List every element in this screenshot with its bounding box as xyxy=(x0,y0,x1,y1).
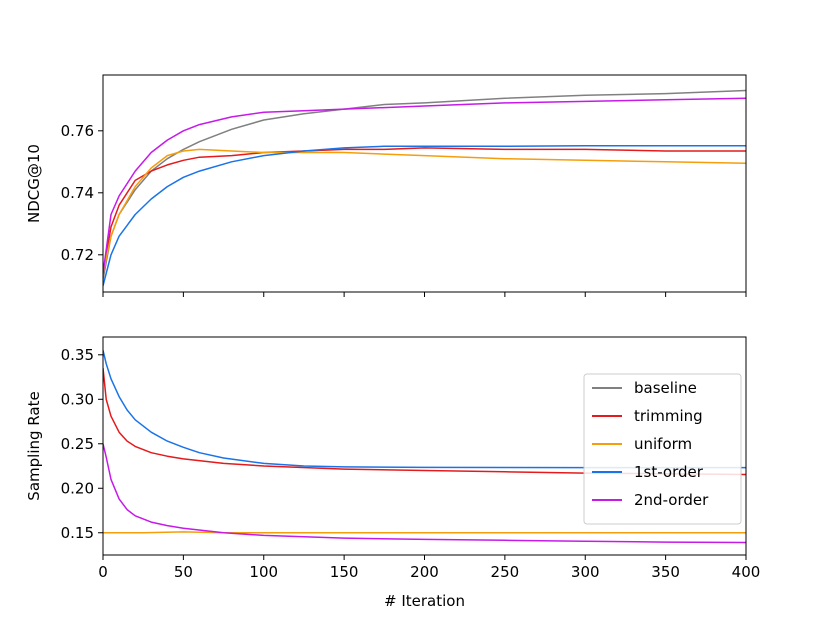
legend-label-trimming: trimming xyxy=(634,407,703,425)
legend-label-uniform: uniform xyxy=(634,435,692,453)
series-line-1st-order xyxy=(103,144,746,286)
y-tick-label: 0.30 xyxy=(61,390,94,408)
axes-frame xyxy=(102,74,747,293)
x-tick-label: 50 xyxy=(174,563,193,581)
y-axis-label: NDCG@10 xyxy=(25,144,43,223)
legend-label-1st-order: 1st-order xyxy=(634,463,704,481)
x-tick-label: 400 xyxy=(732,563,761,581)
series-line-trimming xyxy=(103,147,746,274)
y-tick-label: 0.25 xyxy=(61,435,94,453)
x-tick-label: 150 xyxy=(330,563,359,581)
y-tick-label: 0.74 xyxy=(61,184,94,202)
x-tick-label: 100 xyxy=(249,563,278,581)
x-tick-label: 350 xyxy=(651,563,680,581)
sampling-rate-panel: 0 50 100 150 200 250 300 350 400 0.15 0.20 0.25 0.30… xyxy=(25,336,761,610)
series-lines xyxy=(103,89,746,286)
x-tick-label: 300 xyxy=(571,563,600,581)
series-line-trimming xyxy=(103,368,746,476)
x-tick-label: 250 xyxy=(491,563,520,581)
legend-frame xyxy=(583,373,742,525)
series-line-uniform xyxy=(103,148,746,274)
ndcg-panel: 0.72 0.74 0.76 NDCG@10 xyxy=(25,74,747,297)
series-line-baseline xyxy=(103,89,746,280)
series-line-uniform xyxy=(103,531,746,534)
y-tick-label: 0.76 xyxy=(61,122,94,140)
series-line-1st-order xyxy=(103,350,746,469)
legend-label-2nd-order: 2nd-order xyxy=(634,491,709,509)
legend: baseline trimming uniform 1st-order 2nd-orde… xyxy=(583,373,742,525)
series-line-2nd-order xyxy=(103,97,746,274)
y-tick-label: 0.35 xyxy=(61,346,94,364)
y-axis-label: Sampling Rate xyxy=(25,391,43,500)
x-axis-label: # Iteration xyxy=(384,592,465,610)
series-lines xyxy=(103,350,746,544)
y-tick-label: 0.72 xyxy=(61,246,94,264)
series-line-2nd-order xyxy=(103,443,746,544)
x-tick-label: 200 xyxy=(410,563,439,581)
x-tick-label: 0 xyxy=(98,563,108,581)
y-tick-label: 0.20 xyxy=(61,479,94,497)
legend-label-baseline: baseline xyxy=(634,379,697,397)
y-tick-label: 0.15 xyxy=(61,524,94,542)
